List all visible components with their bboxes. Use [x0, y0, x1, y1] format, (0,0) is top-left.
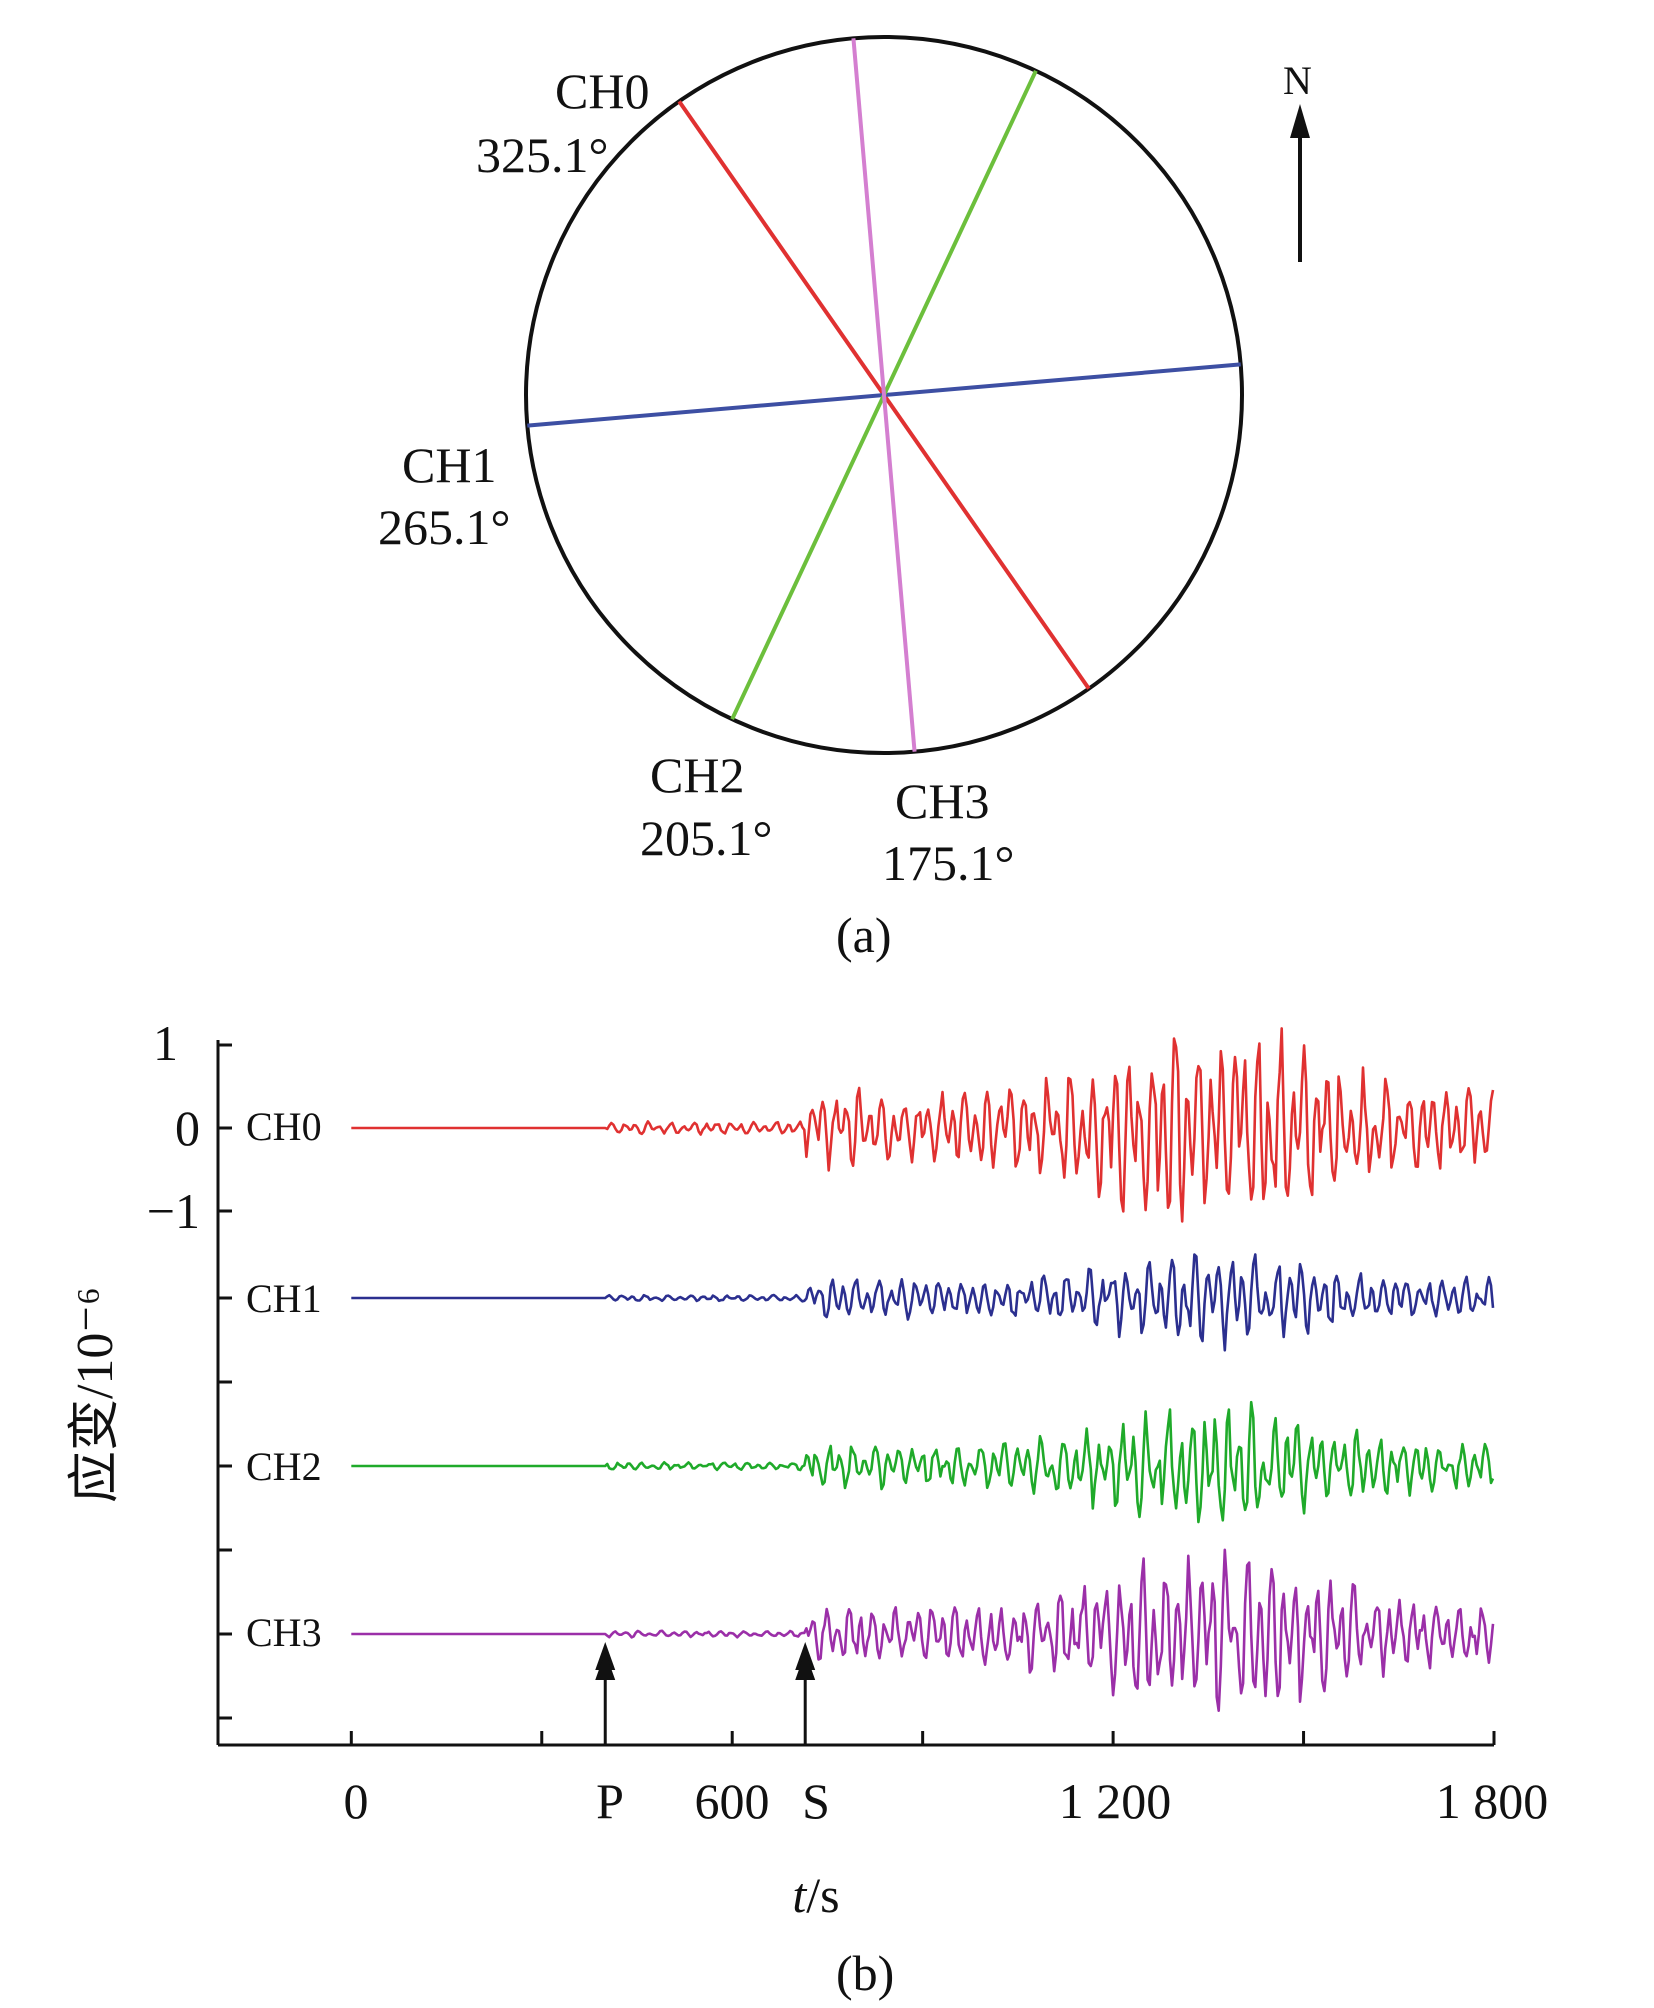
- ch2-name: CH2: [650, 747, 744, 803]
- ch0-name: CH0: [555, 63, 649, 119]
- ch1-azimuth: 265.1°: [378, 499, 511, 555]
- p-arrival-arrow-icon: [595, 1642, 616, 1745]
- y-tick-label: −1: [147, 1183, 200, 1239]
- north-arrow-icon: [1290, 104, 1310, 262]
- ch1-name: CH1: [402, 437, 496, 493]
- caption-b: (b): [836, 1945, 894, 2001]
- trace-ch2: [351, 1400, 1495, 1524]
- x-tick-label: 600: [695, 1773, 770, 1829]
- north-label: N: [1283, 58, 1312, 103]
- panel-b: 1 0 −1 CH0 CH1 CH2 CH3 0 600 1 200 1 800…: [67, 1015, 1548, 2001]
- trace-ch0: [351, 1027, 1495, 1223]
- panel-a: CH0 325.1° CH1 265.1° CH2 205.1° CH3 175…: [378, 35, 1312, 963]
- p-arrival-label: P: [596, 1773, 624, 1829]
- trace-label-ch3: CH3: [246, 1610, 322, 1655]
- ch2-azimuth: 205.1°: [640, 810, 773, 866]
- x-axis-label-unit: /s: [806, 1867, 839, 1923]
- trace-ch3: [351, 1548, 1495, 1712]
- azimuth-circle: [524, 35, 1244, 755]
- trace-label-ch2: CH2: [246, 1444, 322, 1489]
- y-tick-label: 0: [175, 1100, 200, 1156]
- x-tick-label: 1 200: [1059, 1773, 1172, 1829]
- y-tick-label: 1: [153, 1015, 178, 1071]
- x-tick-label: 1 800: [1436, 1773, 1549, 1829]
- x-axis-label-var: t: [792, 1867, 807, 1923]
- trace-ch1: [351, 1253, 1495, 1352]
- ch3-name: CH3: [895, 773, 989, 829]
- caption-a: (a): [836, 907, 892, 963]
- s-arrival-arrow-icon: [795, 1642, 816, 1745]
- s-arrival-label: S: [802, 1773, 830, 1829]
- x-tick-label: 0: [344, 1773, 369, 1829]
- y-axis-label: 应变/10⁻⁶: [67, 1287, 124, 1503]
- ch0-azimuth: 325.1°: [476, 127, 609, 183]
- azimuth-line-ch3: [851, 38, 917, 752]
- trace-label-ch1: CH1: [246, 1276, 322, 1321]
- trace-label-ch0: CH0: [246, 1104, 322, 1149]
- x-axis-label: t/s: [792, 1867, 839, 1923]
- ch3-azimuth: 175.1°: [882, 835, 1015, 891]
